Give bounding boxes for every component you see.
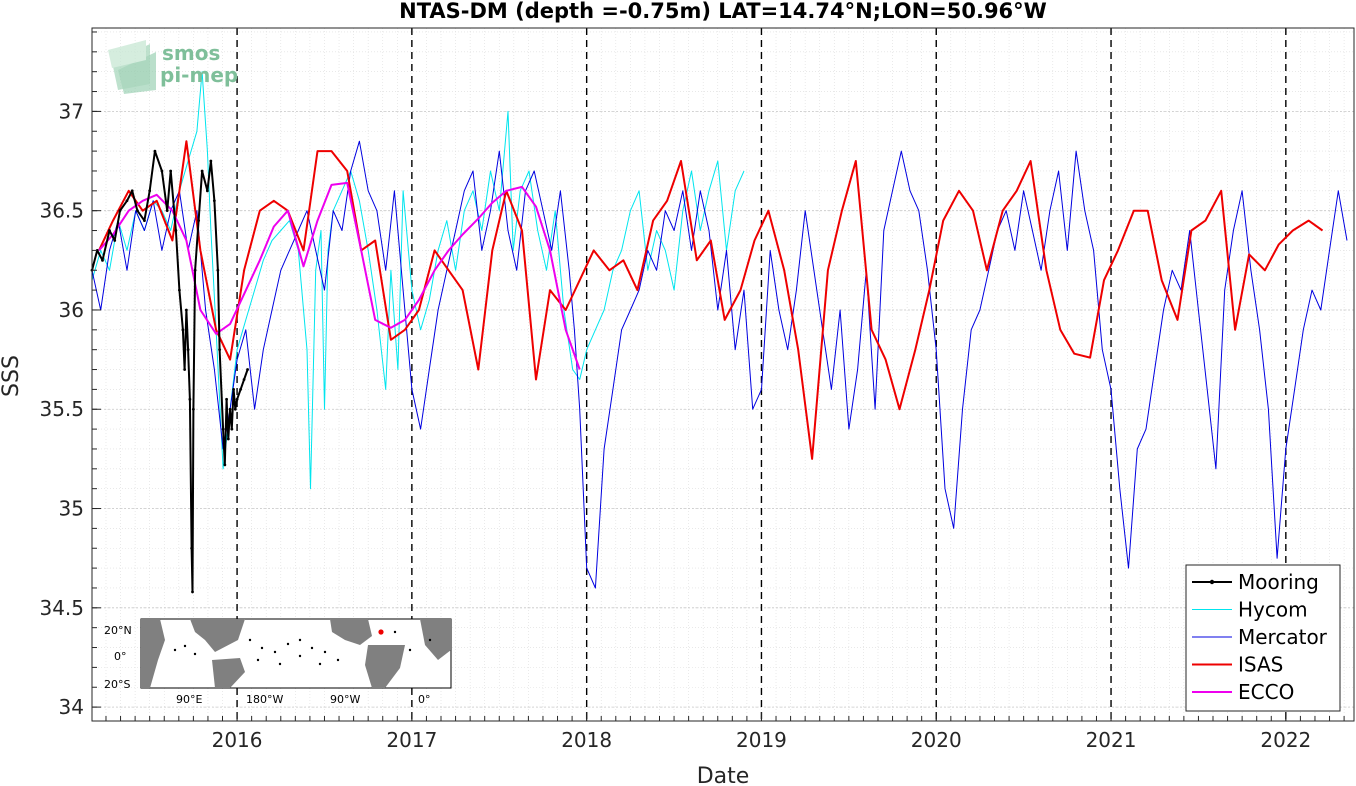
x-tick-label: 2022 [1260,728,1311,752]
y-tick-label: 34.5 [39,596,84,620]
inset-map: 20°N 0° 20°S 90°E 180°W 90°W 0° [104,618,452,706]
inset-buoy-dots [173,630,432,666]
mooring-point [186,348,190,352]
mooring-point [230,427,234,431]
logo-text-smos: smos [162,41,220,65]
mooring-point [184,308,188,312]
x-tick-label: 2019 [736,728,787,752]
chart-title: NTAS-DM (depth =-0.75m) LAT=14.74°N;LON=… [399,0,1047,23]
mooring-point [212,199,216,203]
mooring-point [143,219,146,223]
x-tick-label: 2020 [911,728,962,752]
mooring-point [232,387,235,391]
mooring-point [169,169,173,173]
y-tick-label: 35.5 [39,397,84,421]
mooring-point [218,348,221,352]
mooring-point [95,248,99,252]
smos-pi-mep-logo: smos pi-mep [108,40,238,94]
mooring-point [113,239,117,242]
mooring-point [165,209,169,213]
legend-label-isas: ISAS [1238,653,1283,677]
inset-landmasses [141,619,451,688]
mooring-point [242,378,246,381]
mooring-point [228,407,232,411]
mooring-point [205,189,209,193]
inset-lon-label-90w: 90°W [330,693,360,706]
legend-label-ecco: ECCO [1238,680,1294,704]
legend-label-hycom: Hycom [1238,598,1308,622]
mooring-point [118,209,122,213]
mooring-point [108,229,111,232]
mooring-point [174,229,178,232]
series-line-hycom [91,71,745,490]
inset-station-marker [378,629,384,635]
mooring-point [209,159,213,163]
y-tick-label: 36.5 [39,199,84,223]
legend-marker-mooring [1209,579,1215,585]
y-tick-label: 37 [59,99,84,123]
legend-label-mercator: Mercator [1238,625,1328,649]
mooring-point [160,169,164,173]
mooring-point [136,209,139,213]
mooring-point [153,149,157,153]
legend: Mooring Hycom Mercator ISAS ECCO [1185,564,1341,712]
mooring-point [246,368,249,371]
inset-lat-label-20n: 20°N [104,624,132,637]
mooring-point [233,407,237,411]
legend-box [1185,564,1341,712]
inset-map-frame [140,618,452,689]
y-tick-label: 36 [59,298,84,322]
inset-lat-label-0: 0° [114,650,127,663]
mooring-point [181,328,185,332]
mooring-point [226,437,230,441]
x-tick-label: 2021 [1086,728,1137,752]
logo-text-pi-mep: pi-mep [160,63,238,87]
y-tick-label: 34 [59,695,84,719]
mooring-point [148,189,152,193]
mooring-point [200,169,204,173]
mooring-point [225,397,228,401]
mooring-point [190,546,194,550]
series-layer [90,71,1348,594]
series-line-mercator [91,140,1348,589]
mooring-point [101,258,104,262]
mooring-point [221,427,225,431]
y-axis-label: SSS [0,355,24,397]
x-axis-label: Date [697,764,750,786]
mooring-point [193,268,197,272]
series-line-isas [98,140,1324,460]
inset-lat-label-20s: 20°S [104,678,130,691]
y-tick-label: 35 [59,497,84,521]
x-tick-label: 2017 [386,728,437,752]
mooring-point [183,368,187,371]
mooring-point [216,268,220,272]
y-ticks: 34 34.5 35 35.5 36 36.5 37 [39,31,101,719]
legend-entries: Mooring Hycom Mercator ISAS ECCO [1192,570,1328,704]
mooring-point [235,397,239,401]
x-ticks: 2016 2017 2018 2019 2020 2021 2022 [105,712,1345,752]
logo-wave-icon [108,40,156,94]
mooring-point [191,590,194,594]
mooring-point [130,189,134,193]
mooring-point [197,219,201,223]
mooring-point [191,407,195,411]
plot-frame [91,27,1355,722]
mooring-point [223,463,227,467]
inset-lon-label-90e: 90°E [176,693,202,706]
series-line-ecco [98,181,581,370]
mooring-point [125,199,129,203]
x-tick-label: 2018 [561,728,612,752]
inset-lon-label-180w: 180°W [246,693,283,706]
plot-area [92,28,1354,721]
legend-label-mooring: Mooring [1238,570,1319,594]
mooring-point [239,387,242,391]
mooring-point [188,397,192,401]
inset-lon-label-0: 0° [418,693,431,706]
mooring-point [177,288,181,292]
x-tick-label: 2016 [212,728,263,752]
